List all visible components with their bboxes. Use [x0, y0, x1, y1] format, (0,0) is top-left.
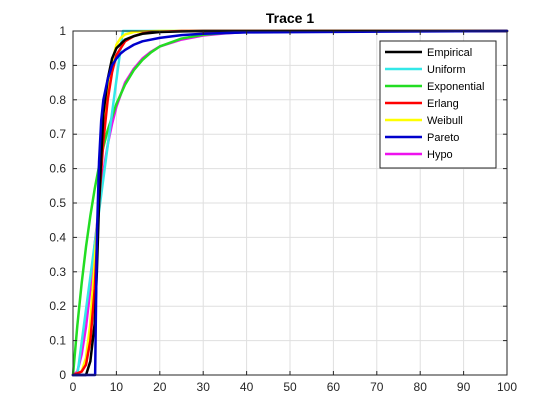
y-tick-label: 0 — [59, 368, 66, 382]
x-tick-label: 60 — [327, 380, 341, 394]
y-tick-label: 0.2 — [49, 299, 66, 313]
x-tick-label: 10 — [110, 380, 124, 394]
x-tick-label: 50 — [283, 380, 297, 394]
legend-label: Empirical — [427, 47, 472, 59]
legend-label: Uniform — [427, 64, 466, 76]
x-tick-label: 30 — [197, 380, 211, 394]
y-tick-label: 0.9 — [49, 58, 66, 72]
legend-label: Hypo — [427, 149, 453, 161]
chart-title: Trace 1 — [266, 10, 314, 26]
legend-box — [379, 40, 497, 169]
x-tick-label: 40 — [240, 380, 254, 394]
legend: Empirical Uniform Exponential Erlang Weibull… — [379, 40, 497, 169]
x-tick-label: 70 — [370, 380, 384, 394]
y-tick-label: 0.8 — [49, 93, 66, 107]
x-tick-label: 100 — [497, 380, 517, 394]
legend-label: Erlang — [427, 98, 459, 110]
y-tick-label: 1 — [59, 24, 66, 38]
y-tick-label: 0.5 — [49, 196, 66, 210]
x-tick-label: 90 — [457, 380, 471, 394]
y-tick-label: 0.4 — [49, 230, 66, 244]
x-tick-label: 20 — [153, 380, 167, 394]
legend-label: Pareto — [427, 132, 459, 144]
y-tick-label: 0.3 — [49, 265, 66, 279]
y-tick-label: 0.1 — [49, 334, 66, 348]
series-line-pareto — [71, 29, 509, 377]
legend-label: Weibull — [427, 115, 463, 127]
x-tick-label: 0 — [70, 380, 77, 394]
x-tick-label: 80 — [414, 380, 428, 394]
y-tick-label: 0.7 — [49, 127, 66, 141]
axes: 0 10 20 30 40 50 60 70 80 90 100 0 0.1 0.2 0.3 0.4 0.5 0.… — [49, 24, 517, 394]
y-tick-label: 0.6 — [49, 162, 66, 176]
legend-label: Exponential — [427, 81, 485, 93]
